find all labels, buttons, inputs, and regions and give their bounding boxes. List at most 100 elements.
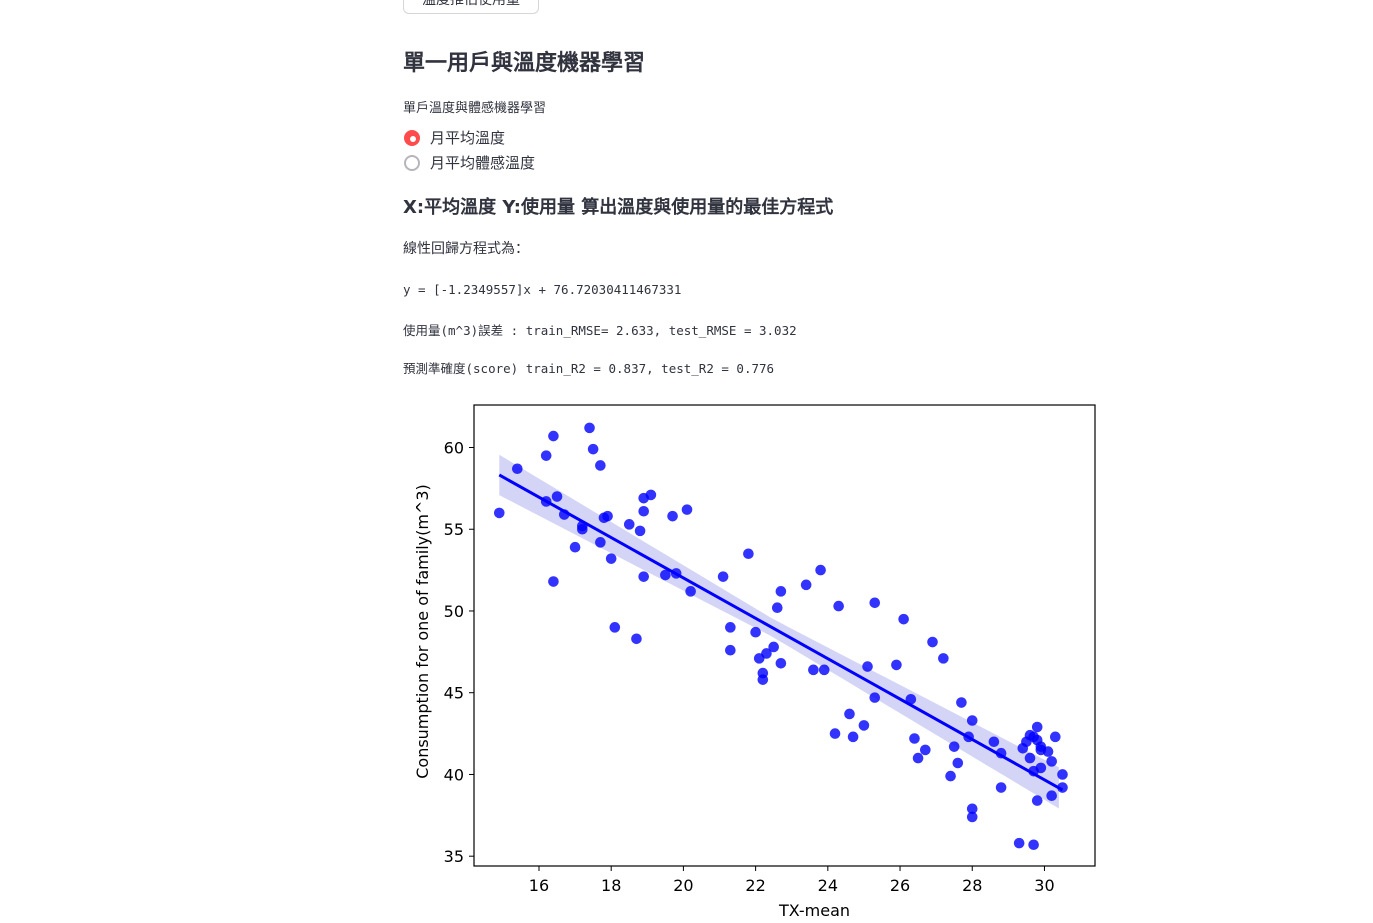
data-point [548, 576, 559, 587]
data-point [898, 613, 909, 625]
data-point [605, 553, 617, 564]
section-subtitle: X:平均溫度 Y:使用量 算出溫度與使用量的最佳方程式 [403, 197, 834, 218]
data-point [966, 803, 978, 815]
data-point [609, 622, 621, 633]
data-point [891, 659, 902, 671]
data-point [938, 653, 949, 664]
page-title: 單一用戶與溫度機器學習 [403, 51, 646, 76]
radio-group-label: 單戶溫度與體感機器學習 [403, 101, 547, 116]
data-point [645, 489, 657, 501]
radio-unselected-icon[interactable] [404, 154, 420, 171]
data-point [952, 757, 964, 769]
data-point [920, 744, 931, 756]
data-point [1031, 795, 1043, 806]
data-point [761, 648, 772, 659]
data-point [667, 510, 678, 522]
data-point [631, 633, 642, 645]
data-point [988, 736, 1000, 748]
data-point [775, 657, 787, 669]
data-point [912, 752, 924, 764]
data-point [775, 586, 787, 597]
data-point [818, 664, 830, 676]
data-point [927, 636, 938, 648]
radio-option-monthly-temp[interactable]: 月平均溫度 [404, 127, 505, 148]
data-point [551, 491, 563, 502]
data-point [771, 602, 783, 614]
data-point [725, 644, 736, 656]
rmse-metrics: 使用量(m^3)誤差 : train_RMSE= 2.633, test_RMS… [403, 323, 797, 338]
data-point [966, 811, 978, 823]
data-point [595, 460, 606, 471]
data-point [1024, 752, 1036, 764]
data-point [995, 782, 1007, 793]
data-point [548, 430, 559, 442]
data-point [725, 622, 736, 633]
y-axis-label: Consumption for one of family(m^3) [413, 484, 432, 779]
data-point [844, 708, 855, 720]
data-point [1031, 721, 1043, 733]
data-point [847, 731, 859, 743]
data-point [858, 720, 870, 731]
data-point [634, 525, 646, 537]
data-point [638, 571, 649, 582]
data-point [1057, 769, 1068, 780]
y-tick-label: 45 [444, 684, 464, 703]
data-point [757, 674, 769, 685]
x-tick-label: 26 [890, 876, 910, 895]
data-point [909, 733, 920, 744]
x-tick-label: 28 [962, 876, 982, 895]
plot-frame [473, 404, 1096, 867]
data-point [1049, 731, 1061, 743]
data-point [905, 693, 917, 705]
y-tick-label: 60 [444, 439, 464, 458]
data-point [493, 507, 505, 519]
data-point [829, 728, 841, 739]
y-tick-label: 55 [444, 520, 464, 539]
data-point [833, 600, 844, 612]
data-point [800, 579, 812, 591]
data-point [602, 510, 613, 522]
equation-heading: 線性回歸方程式為： [403, 241, 529, 257]
x-tick-label: 20 [673, 876, 693, 895]
x-tick-label: 16 [529, 876, 549, 895]
data-point [512, 463, 523, 475]
data-point [685, 586, 696, 597]
y-tick-label: 35 [444, 847, 464, 866]
regression-scatter-chart: 16 18 20 22 24 26 28 30 35 40 45 50 55 60 TX-mean Consu… [413, 404, 1096, 920]
estimate-usage-button[interactable]: 溫度推估使用量 [403, 0, 539, 14]
data-point [1035, 762, 1047, 774]
x-tick-label: 30 [1034, 876, 1054, 895]
regression-line [498, 473, 1064, 792]
data-point [638, 505, 649, 517]
data-point [1013, 837, 1025, 849]
data-point [595, 537, 606, 548]
data-point [1046, 756, 1057, 767]
data-point [540, 450, 552, 461]
radio-selected-icon[interactable] [404, 129, 420, 146]
data-point [945, 770, 956, 782]
data-point [717, 571, 729, 582]
radio-option-apparent-temp[interactable]: 月平均體感溫度 [404, 152, 535, 173]
data-point [660, 569, 671, 581]
data-point [681, 504, 693, 515]
data-point [587, 443, 599, 455]
y-tick-label: 40 [444, 765, 464, 784]
data-point [584, 422, 595, 434]
data-point [869, 692, 881, 703]
data-point [623, 519, 635, 530]
radio-option-label: 月平均溫度 [430, 129, 506, 147]
data-point [869, 597, 881, 609]
radio-option-label: 月平均體感溫度 [430, 154, 536, 172]
data-point [862, 661, 873, 672]
data-point [1028, 839, 1039, 851]
y-tick-label: 50 [444, 602, 464, 621]
data-point [1046, 790, 1057, 802]
data-point [808, 664, 819, 676]
data-point [569, 541, 581, 553]
data-point [815, 564, 826, 576]
data-point [750, 626, 761, 638]
x-tick-label: 22 [745, 876, 765, 895]
data-point [966, 715, 978, 726]
x-tick-label: 24 [818, 876, 838, 895]
data-point [1042, 746, 1054, 757]
